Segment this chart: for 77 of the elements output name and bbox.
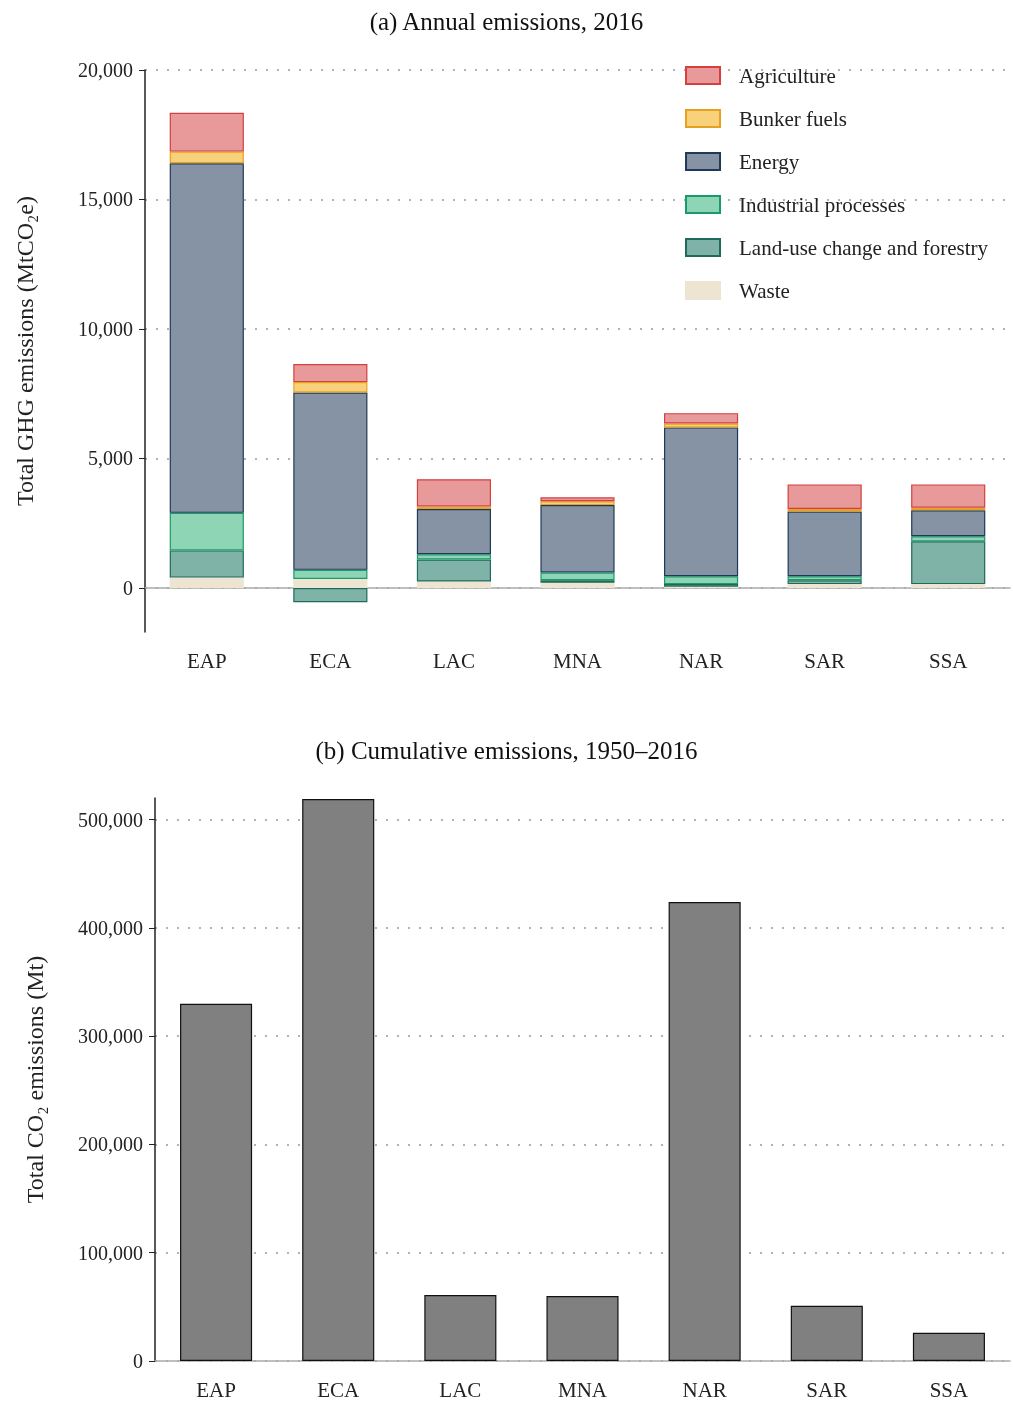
x-tick-label: LAC <box>439 1377 482 1402</box>
legend-label: Land-use change and forestry <box>739 235 989 260</box>
bar <box>424 1294 497 1361</box>
bar <box>169 163 244 513</box>
legend-label: Industrial processes <box>739 192 906 217</box>
bar <box>293 578 368 588</box>
bar <box>169 151 244 164</box>
x-tick-label: ECA <box>317 1377 361 1402</box>
y-tick-label: 100,000 <box>78 1241 143 1264</box>
x-tick-label: EAP <box>196 1377 236 1402</box>
bar <box>912 1332 985 1361</box>
x-tick-label: LAC <box>432 648 475 673</box>
x-tick-label: MNA <box>557 1377 608 1402</box>
bar <box>911 536 986 542</box>
legend-label: Agriculture <box>739 63 836 88</box>
y-tick-label: 500,000 <box>78 808 143 831</box>
x-tick-label: EAP <box>186 648 227 673</box>
bar <box>787 511 862 577</box>
legend-label: Bunker fuels <box>739 106 847 131</box>
bar <box>787 576 862 581</box>
bar <box>664 427 739 577</box>
y-tick-label: 20,000 <box>78 59 133 81</box>
bar <box>169 550 244 578</box>
bar <box>293 392 368 570</box>
bar <box>540 501 615 506</box>
bar <box>787 584 862 588</box>
bar <box>911 541 986 585</box>
y-tick-label: 300,000 <box>78 1025 143 1048</box>
y-tick-label: 200,000 <box>78 1133 143 1156</box>
x-tick-label: SAR <box>804 648 846 673</box>
bar <box>293 569 368 579</box>
x-tick-label: ECA <box>309 648 353 673</box>
bar <box>787 580 862 585</box>
bar <box>790 1305 863 1361</box>
x-tick-label: NAR <box>682 1377 727 1402</box>
bar <box>169 512 244 551</box>
x-tick-label: MNA <box>552 648 603 673</box>
bar <box>293 587 368 603</box>
y-tick-label: 15,000 <box>78 188 133 211</box>
bar <box>540 572 615 581</box>
bar <box>293 382 368 393</box>
x-tick-label: SSA <box>928 648 969 673</box>
chart-title: (b) Cumulative emissions, 1950–2016 <box>315 737 698 765</box>
y-axis-title: Total GHG emissions (MtCO₂e) <box>12 196 38 506</box>
bar <box>787 484 862 509</box>
bar <box>416 508 491 555</box>
y-tick-label: 400,000 <box>78 916 143 939</box>
bar <box>169 112 244 152</box>
y-tick-label: 5,000 <box>88 447 133 470</box>
y-tick-label: 10,000 <box>78 317 133 340</box>
bar <box>416 559 491 582</box>
bar <box>540 505 615 573</box>
x-tick-label: SAR <box>806 1377 848 1402</box>
y-axis-title: Total CO₂ emissions (Mt) <box>22 955 48 1204</box>
bar <box>293 363 368 383</box>
legend-label: Energy <box>739 149 800 174</box>
bar <box>169 577 244 588</box>
bar <box>416 554 491 560</box>
x-tick-label: SSA <box>929 1377 970 1402</box>
x-tick-label: NAR <box>678 648 724 673</box>
chart-title: (a) Annual emissions, 2016 <box>369 8 644 36</box>
bar <box>416 479 491 507</box>
legend-label: Waste <box>739 278 790 303</box>
bar <box>668 901 741 1361</box>
bar <box>911 484 986 508</box>
bar <box>302 799 375 1361</box>
y-tick-label: 0 <box>123 576 133 599</box>
bar <box>664 576 739 585</box>
bar <box>911 510 986 537</box>
bar <box>540 497 615 502</box>
bar <box>664 413 739 424</box>
bar <box>540 582 615 588</box>
bar <box>416 581 491 588</box>
bar <box>180 1003 253 1361</box>
y-tick-label: 0 <box>133 1350 143 1372</box>
bar <box>546 1296 619 1361</box>
bar <box>911 584 986 588</box>
